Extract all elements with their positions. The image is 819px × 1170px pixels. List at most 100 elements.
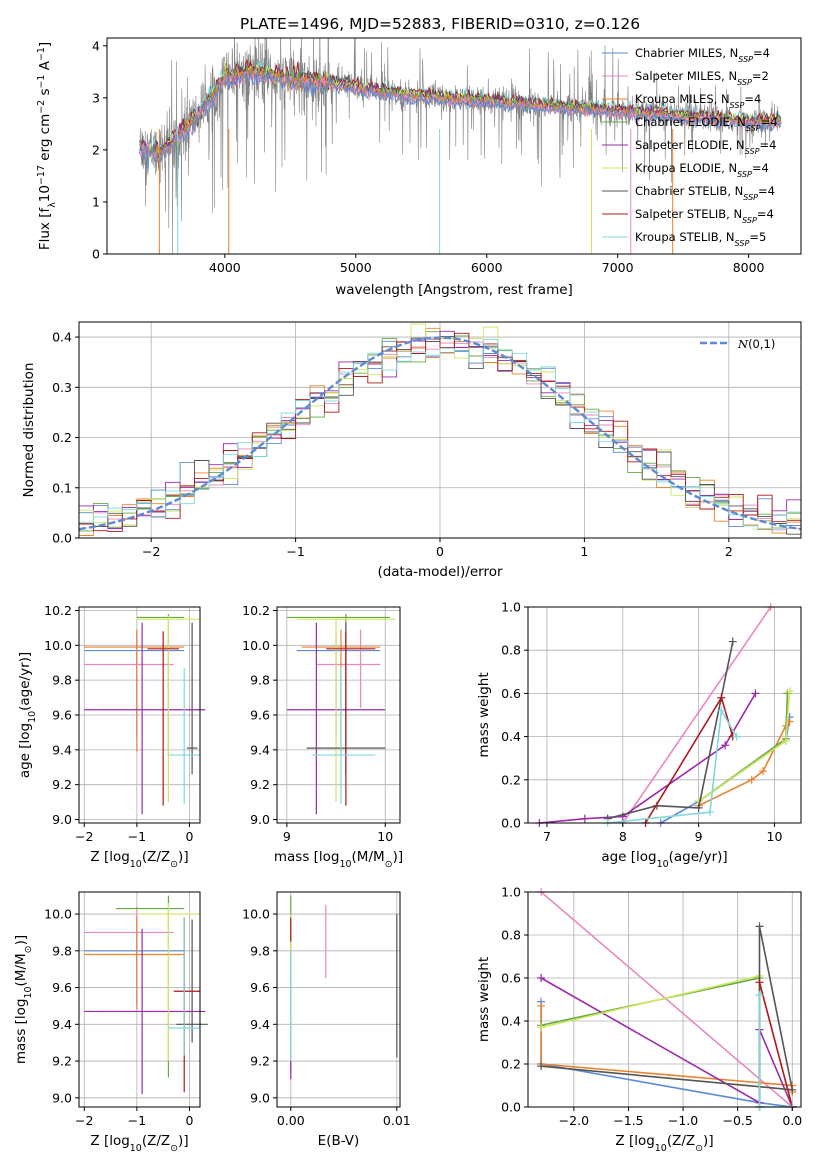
x-tick-label: 4000 bbox=[209, 260, 241, 275]
x-tick-label: 6000 bbox=[471, 260, 503, 275]
age_vs_Z-points bbox=[84, 613, 206, 815]
x-tick-label: 0 bbox=[186, 829, 194, 844]
y-axis-label: Normed distribution bbox=[21, 363, 37, 498]
legend-label: Kroupa STELIB, NSSP=5 bbox=[635, 230, 766, 248]
mass-weight-marker bbox=[747, 775, 756, 784]
y-tick-label: 9.8 bbox=[52, 673, 72, 688]
y-tick-label: 10.0 bbox=[44, 638, 72, 653]
legend-label: Kroupa ELODIE, NSSP=4 bbox=[635, 161, 769, 179]
mass-weight-marker bbox=[788, 1085, 797, 1094]
x-tick-label: 9 bbox=[283, 829, 291, 844]
legend-label: Salpeter STELIB, NSSP=4 bbox=[635, 207, 774, 225]
x-tick-label: 0.01 bbox=[383, 1113, 411, 1128]
x-tick-label: 1 bbox=[580, 544, 588, 559]
legend-label: Chabrier MILES, NSSP=4 bbox=[635, 46, 770, 64]
mass_vs_ebv-points bbox=[290, 895, 398, 1080]
mass-weight-line-6 bbox=[607, 641, 734, 820]
y-tick-label: 9.0 bbox=[52, 1090, 72, 1105]
axes-frame bbox=[106, 37, 802, 255]
labels-mass_vs_ebv: E(B-V) bbox=[318, 1133, 360, 1149]
mass-weight-marker bbox=[537, 1001, 546, 1010]
mass-weight-marker bbox=[755, 922, 764, 931]
y-tick-label: 9.6 bbox=[52, 980, 72, 995]
legend: Chabrier MILES, NSSP=4 Salpeter MILES, NS… bbox=[602, 46, 778, 248]
y-tick-label: 1 bbox=[92, 194, 100, 209]
frame-massweight_vs_age: 7 8 9 10 0.0 0.2 0.4 0.6 0.8 1.0 bbox=[501, 600, 802, 844]
x-tick-label: 0 bbox=[186, 1113, 194, 1128]
spectrum-y-axis-label: Flux [fλ10−17 erg cm−2 s−1 A−1] bbox=[36, 42, 58, 250]
labels-mass_vs_Z: Z [log10(Z/Z⊙)] mass [log10(M/M⊙)] bbox=[13, 935, 189, 1154]
labels-massweight_vs_age: age [log10(age/yr)] mass weight bbox=[476, 672, 728, 869]
y-axis-label: age [log10(age/yr)] bbox=[17, 652, 38, 778]
x-tick-label: −2.0 bbox=[559, 1113, 589, 1128]
axes-age_vs_Z bbox=[79, 607, 200, 823]
x-axis-label: Z [log10(Z/Z⊙)] bbox=[615, 1133, 713, 1154]
x-axis-label: Z [log10(Z/Z⊙)] bbox=[90, 1133, 188, 1154]
mass-weight-marker bbox=[706, 808, 714, 817]
mass-weight-marker bbox=[759, 767, 768, 776]
y-tick-label: 0.6 bbox=[501, 971, 521, 986]
spectrum-plot bbox=[139, 38, 782, 254]
mass-weight-marker bbox=[755, 978, 764, 987]
y-tick-label: 10.0 bbox=[242, 638, 270, 653]
mass-weight-marker bbox=[732, 732, 741, 741]
model-spectrum-0 bbox=[139, 71, 782, 173]
x-axis-label: Z [log10(Z/Z⊙)] bbox=[90, 849, 188, 870]
y-tick-label: 9.0 bbox=[250, 1090, 270, 1105]
spectrum-x-axis-label: wavelength [Angstrom, rest frame] bbox=[335, 282, 573, 298]
axes-frame bbox=[527, 891, 802, 1108]
y-tick-label: 1.0 bbox=[501, 885, 521, 900]
y-tick-label: 9.2 bbox=[250, 1054, 270, 1069]
mass-weight-line-1 bbox=[540, 891, 793, 1108]
y-tick-label: 0.0 bbox=[52, 531, 72, 546]
y-tick-label: 3 bbox=[92, 90, 100, 105]
y-tick-label: 0.3 bbox=[52, 380, 72, 395]
mass-weight-line-7 bbox=[758, 982, 794, 1108]
mass_vs_Z-points bbox=[84, 895, 208, 1095]
mass-weight-marker bbox=[717, 706, 726, 715]
x-axis-label: mass [log10(M/M⊙)] bbox=[274, 849, 403, 870]
y-tick-label: 10.0 bbox=[242, 907, 270, 922]
frame-age_vs_Z: −2 −1 0 9.0 9.2 9.4 9.6 9.8 10.0 10.2 bbox=[44, 603, 201, 844]
mass-weight-line-8 bbox=[607, 708, 738, 824]
x-tick-label: 5000 bbox=[340, 260, 372, 275]
y-tick-label: 0 bbox=[92, 247, 100, 262]
mass-weight-marker bbox=[537, 974, 546, 982]
y-tick-label: 0.4 bbox=[501, 729, 521, 744]
y-tick-label: 9.4 bbox=[52, 1017, 72, 1032]
y-axis-label: mass [log10(M/M⊙)] bbox=[13, 935, 34, 1064]
labels-age_vs_Z: Z [log10(Z/Z⊙)] age [log10(age/yr)] bbox=[17, 652, 189, 870]
mass-weight-marker bbox=[781, 736, 790, 745]
y-tick-label: 9.6 bbox=[250, 708, 270, 723]
x-tick-label: −0.5 bbox=[722, 1113, 752, 1128]
y-tick-label: 9.8 bbox=[52, 943, 72, 958]
mass-weight-marker bbox=[755, 991, 764, 1000]
labels-residuals: (data-model)/error Normed distribution bbox=[21, 363, 503, 580]
reference-legend-label: N(0,1) bbox=[737, 337, 775, 351]
labels-massweight_vs_Z: Z [log10(Z/Z⊙)] mass weight bbox=[476, 957, 714, 1154]
y-tick-label: 10.0 bbox=[44, 907, 72, 922]
x-tick-label: 8 bbox=[619, 829, 627, 844]
x-axis-label: age [log10(age/yr)] bbox=[601, 849, 727, 870]
x-tick-label: 7000 bbox=[602, 260, 634, 275]
y-tick-label: 9.8 bbox=[250, 673, 270, 688]
massweight_vs_age-lines bbox=[535, 603, 794, 827]
y-tick-label: 0.8 bbox=[501, 643, 521, 658]
y-tick-label: 0.2 bbox=[52, 430, 72, 445]
model-spectrum-6 bbox=[139, 64, 782, 158]
axes-frame bbox=[78, 891, 201, 1108]
y-tick-label: 9.2 bbox=[52, 1054, 72, 1069]
frame-residuals: −2 −1 0 1 2 0.0 0.1 0.2 0.3 0.4 bbox=[52, 321, 802, 559]
y-tick-label: 9.8 bbox=[250, 943, 270, 958]
mass-weight-line-7 bbox=[644, 695, 734, 824]
legend-label: Salpeter MILES, NSSP=2 bbox=[635, 69, 769, 87]
x-tick-label: 9 bbox=[695, 829, 703, 844]
legend-label: Chabrier STELIB, NSSP=4 bbox=[635, 184, 775, 202]
x-tick-label: −1 bbox=[128, 829, 146, 844]
x-tick-label: −2 bbox=[142, 544, 160, 559]
y-tick-label: 0.4 bbox=[52, 330, 72, 345]
axes-mass_vs_ebv bbox=[277, 892, 400, 1107]
mass-weight-marker bbox=[694, 803, 703, 812]
